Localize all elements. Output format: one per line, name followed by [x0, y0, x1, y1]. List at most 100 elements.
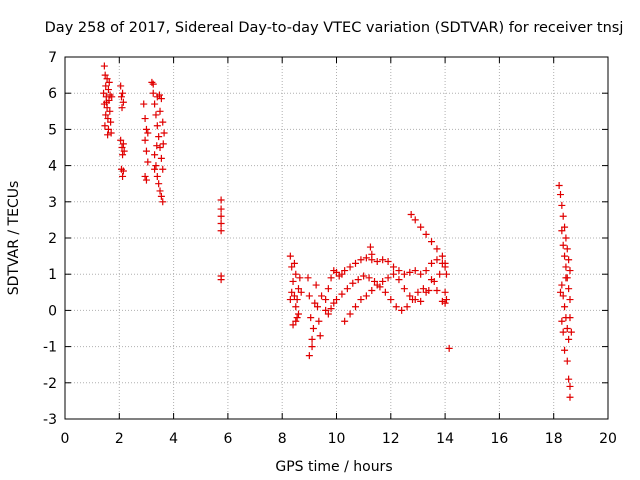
data-point: [561, 346, 569, 354]
data-point: [316, 332, 324, 340]
data-point: [156, 107, 164, 115]
data-point: [104, 131, 112, 139]
data-point: [297, 288, 305, 296]
data-point: [395, 267, 403, 275]
data-point: [217, 196, 225, 204]
data-point: [406, 268, 414, 276]
data-point: [100, 89, 108, 97]
data-point: [104, 125, 112, 133]
data-point: [153, 142, 161, 150]
data-point: [159, 198, 167, 206]
data-point: [119, 151, 127, 159]
data-point: [371, 277, 379, 285]
data-point: [555, 182, 563, 190]
data-point: [305, 352, 313, 360]
data-point: [292, 303, 300, 311]
data-point: [398, 306, 406, 314]
data-point: [289, 321, 297, 329]
y-tick-label: 1: [48, 267, 57, 283]
data-point: [151, 100, 159, 108]
y-tick-label: 3: [48, 195, 57, 211]
data-point: [144, 158, 152, 166]
data-point: [395, 276, 403, 284]
data-point: [290, 292, 298, 300]
data-point: [292, 317, 300, 325]
data-point: [105, 78, 113, 86]
data-point: [411, 267, 419, 275]
axis-ticks: [64, 56, 609, 420]
data-point: [312, 281, 320, 289]
data-point: [338, 290, 346, 298]
data-point: [307, 314, 315, 322]
y-axis-title: SDTVAR / TECUs: [6, 181, 22, 296]
x-tick-label: 16: [490, 431, 508, 447]
data-point: [296, 274, 304, 282]
data-point: [142, 147, 150, 155]
x-tick-label: 12: [382, 431, 400, 447]
data-point: [286, 296, 294, 304]
data-point: [556, 191, 564, 199]
data-point: [288, 263, 296, 271]
data-point: [100, 62, 108, 70]
data-point: [565, 256, 573, 264]
x-tick-label: 4: [169, 431, 178, 447]
data-point: [390, 270, 398, 278]
data-point: [318, 292, 326, 300]
data-point: [556, 288, 564, 296]
x-tick-label: 8: [278, 431, 287, 447]
chart-title: Day 258 of 2017, Sidereal Day-to-day VTE…: [45, 20, 624, 36]
data-point: [333, 268, 340, 276]
data-point: [352, 259, 360, 267]
data-point: [338, 270, 346, 278]
data-point: [119, 98, 127, 106]
data-point: [433, 245, 441, 253]
data-point: [346, 263, 354, 271]
data-point: [106, 91, 114, 99]
data-point: [563, 325, 571, 332]
y-tick-label: 6: [48, 86, 57, 102]
data-point: [155, 91, 163, 99]
data-point: [103, 75, 111, 83]
data-point: [562, 263, 570, 271]
data-point: [217, 227, 225, 235]
x-tick-label: 6: [223, 431, 232, 447]
data-point: [559, 241, 567, 249]
data-point: [341, 267, 349, 275]
data-point: [558, 227, 566, 235]
data-point: [441, 288, 449, 296]
data-point: [566, 314, 574, 322]
data-point: [141, 172, 149, 180]
data-point: [387, 296, 395, 304]
data-point: [106, 107, 114, 115]
data-point: [373, 281, 381, 289]
data-point: [343, 285, 351, 293]
data-point: [119, 172, 127, 180]
data-point: [313, 303, 321, 311]
data-point: [561, 223, 569, 231]
data-point: [558, 317, 566, 325]
data-point: [157, 95, 165, 103]
data-point: [153, 172, 161, 180]
data-point: [120, 147, 128, 155]
data-point: [311, 299, 319, 307]
data-point: [333, 296, 340, 304]
data-point: [354, 276, 362, 284]
data-point: [411, 296, 419, 304]
data-point: [379, 277, 387, 285]
data-point: [433, 286, 441, 294]
data-point: [341, 317, 349, 325]
data-point: [563, 245, 571, 253]
y-tick-label: 7: [48, 50, 57, 66]
data-point: [559, 212, 567, 220]
data-point: [562, 234, 570, 242]
data-point: [366, 243, 374, 251]
y-tick-label: 5: [48, 122, 57, 138]
data-point: [217, 276, 225, 284]
data-point: [160, 129, 168, 137]
x-tick-label: 18: [545, 431, 563, 447]
y-axis-tick-labels: -3 -2 -1 0 1 2 3 4 5 6 7: [43, 50, 57, 428]
data-point: [159, 118, 167, 126]
data-point: [153, 122, 161, 130]
data-point: [315, 317, 323, 325]
data-point: [217, 205, 225, 213]
